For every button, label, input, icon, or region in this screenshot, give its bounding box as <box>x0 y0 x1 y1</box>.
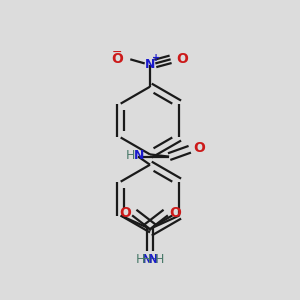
Text: O: O <box>112 52 124 66</box>
Text: N: N <box>134 149 144 162</box>
Text: H: H <box>148 253 158 266</box>
Text: O: O <box>119 206 131 220</box>
Text: H: H <box>142 253 152 266</box>
Text: N: N <box>141 253 152 266</box>
Text: O: O <box>176 52 188 66</box>
Text: +: + <box>152 53 160 63</box>
Text: H: H <box>135 253 145 266</box>
Text: O: O <box>169 206 181 220</box>
Text: N: N <box>148 253 159 266</box>
Text: −: − <box>112 45 122 58</box>
Text: N: N <box>145 58 155 71</box>
Text: H: H <box>125 149 135 162</box>
Text: H: H <box>155 253 165 266</box>
Text: O: O <box>193 141 205 155</box>
